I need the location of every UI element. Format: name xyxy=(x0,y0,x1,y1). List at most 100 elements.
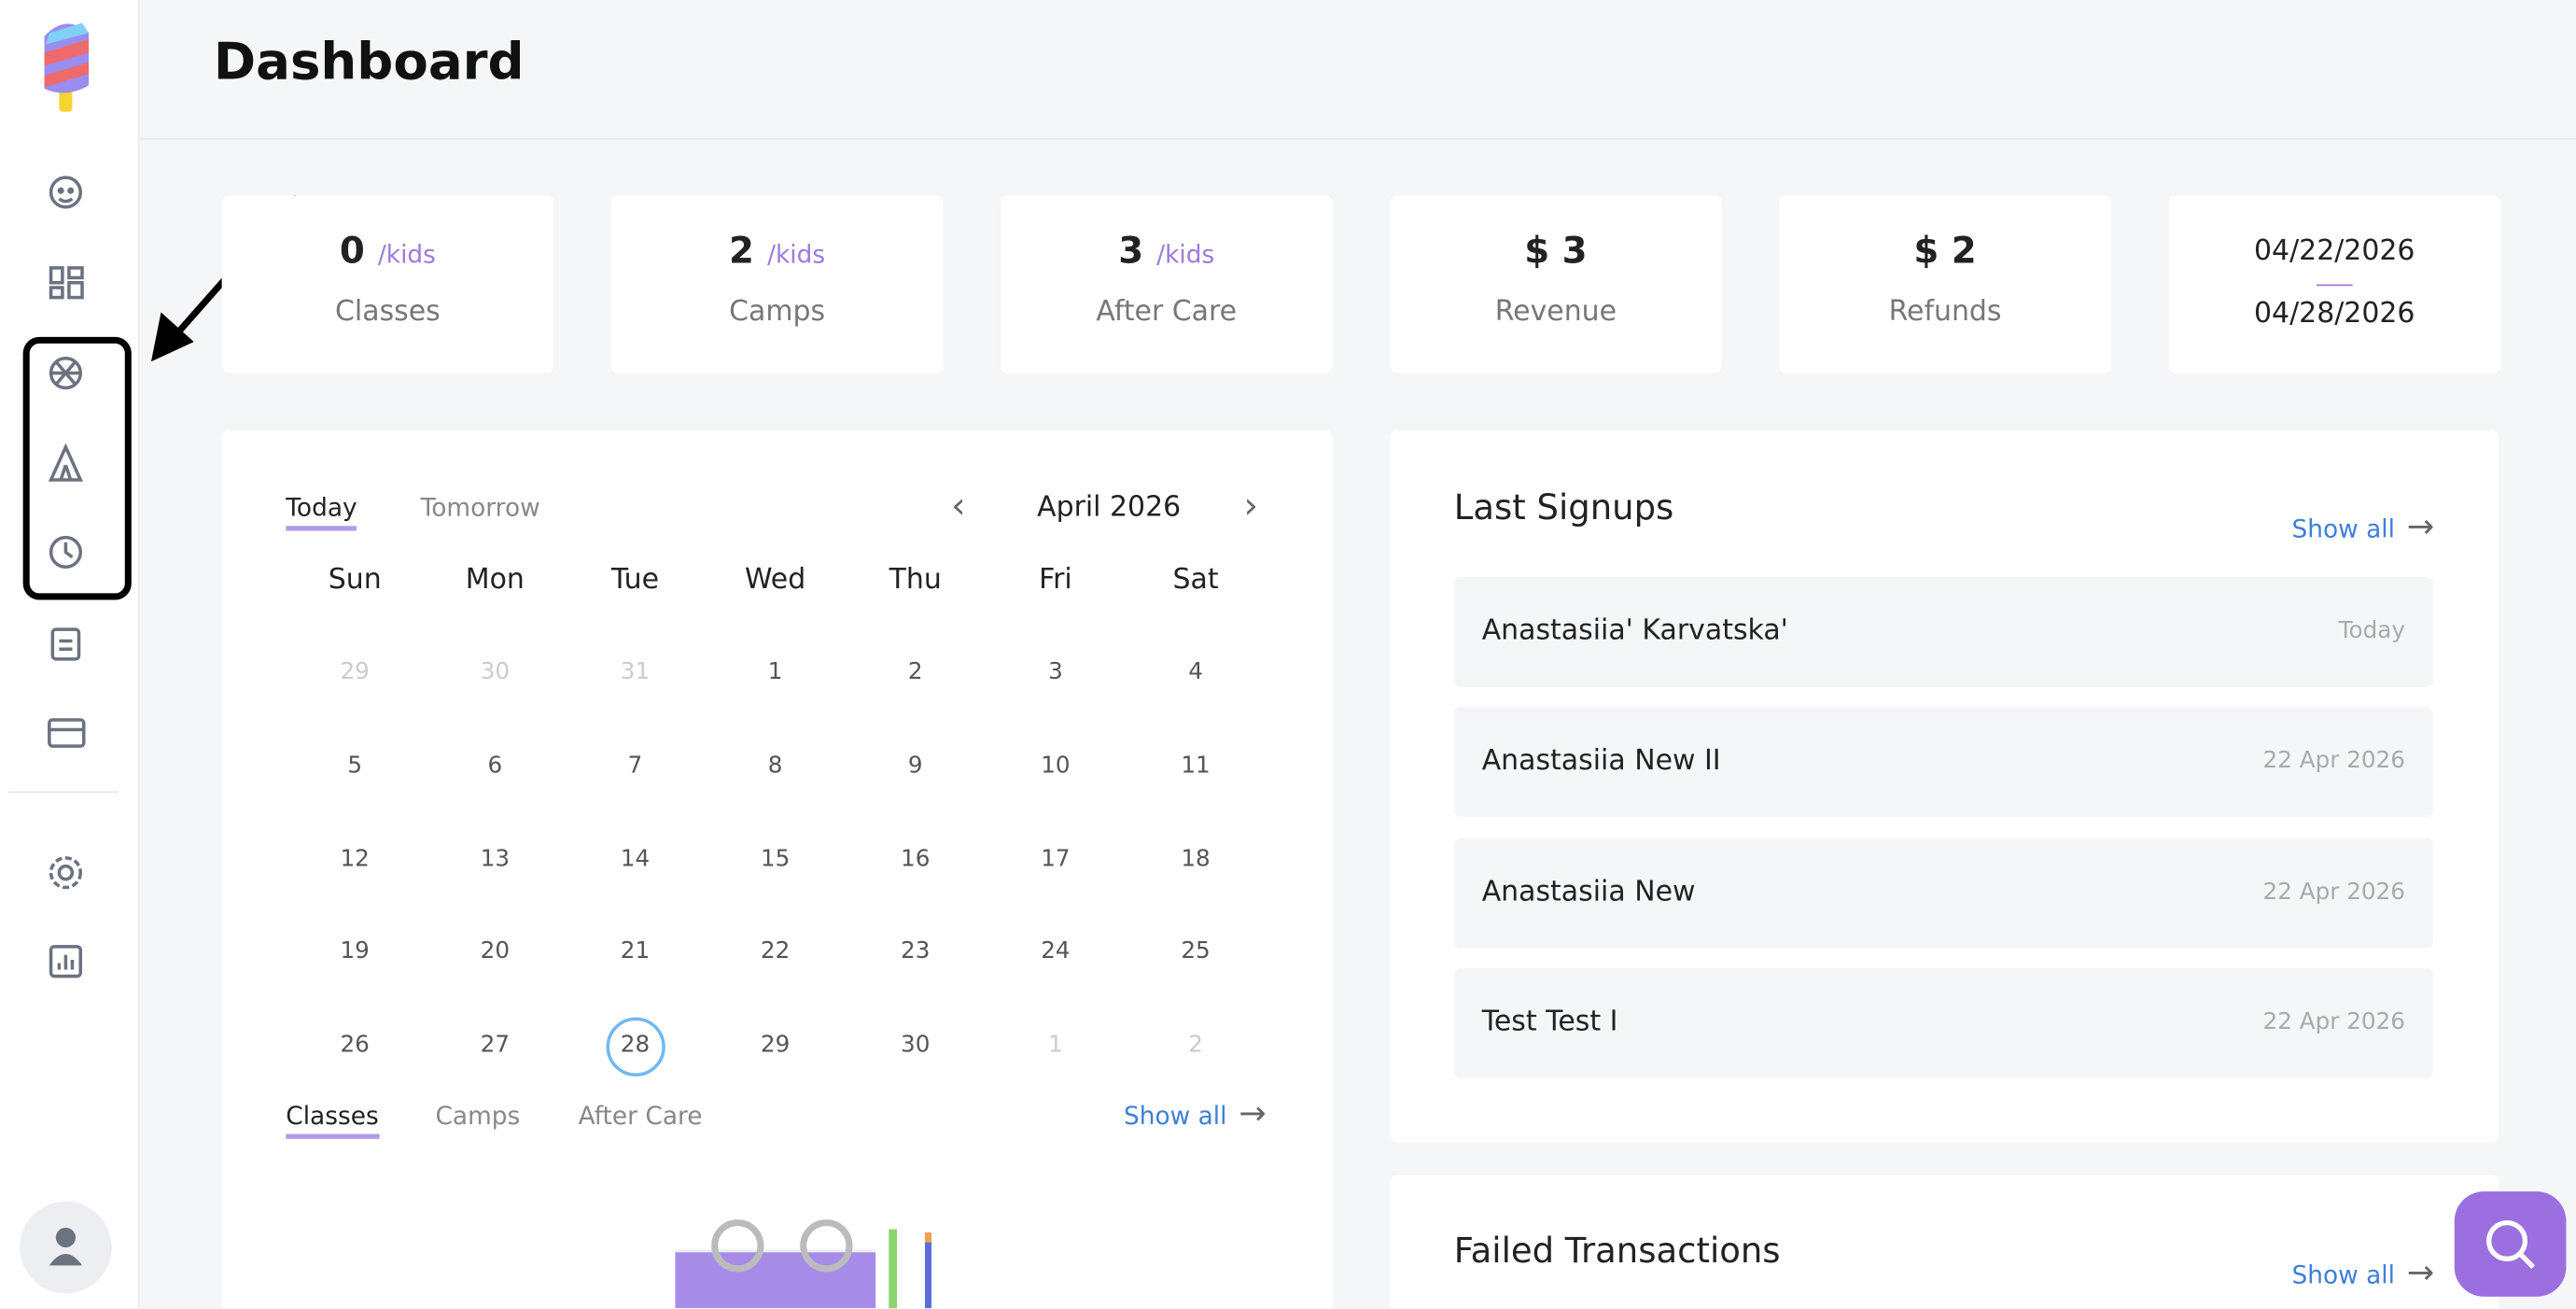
calendar-day[interactable]: 21 xyxy=(620,938,651,965)
sidebar-icons xyxy=(7,22,132,1294)
calendar-day[interactable]: 10 xyxy=(1041,752,1071,779)
stat-card: 2/kids Camps xyxy=(610,195,944,373)
calendar-day[interactable]: 14 xyxy=(620,845,651,872)
calendar-day[interactable]: 29 xyxy=(760,1032,791,1059)
failed-panel: Failed Transactions Show all → xyxy=(1390,1175,2499,1309)
stat-value-row: 0/kids xyxy=(222,232,554,273)
signup-date: 22 Apr 2026 xyxy=(2262,878,2405,906)
signup-row[interactable]: Test Test I 22 Apr 2026 xyxy=(1453,967,2433,1078)
page-title: Dashboard xyxy=(213,33,525,92)
logo xyxy=(44,22,90,112)
stat-value: $ 3 xyxy=(1524,232,1588,274)
calendar-day[interactable]: 15 xyxy=(760,845,791,872)
calendar-day[interactable]: 5 xyxy=(347,752,363,779)
calendar-day[interactable]: 2 xyxy=(907,658,923,686)
calendar-day[interactable]: 3 xyxy=(1048,658,1063,686)
day-tab[interactable]: Tomorrow xyxy=(420,493,540,523)
stat-value: $ 2 xyxy=(1913,232,1977,274)
weekday: Thu xyxy=(889,563,942,597)
list-tab[interactable]: After Care xyxy=(578,1101,703,1132)
show-all-arrow[interactable]: → xyxy=(2406,506,2435,546)
calendar-day[interactable]: 16 xyxy=(901,845,931,872)
stat-card: $ 3 Revenue xyxy=(1390,195,1722,373)
calendar-day[interactable]: 24 xyxy=(1041,938,1071,965)
search-button[interactable] xyxy=(2454,1191,2567,1297)
day-tab[interactable]: Today xyxy=(286,493,357,531)
date-range-card[interactable]: 04/22/2026 04/28/2026 xyxy=(2168,195,2501,373)
calendar-day[interactable]: 28 xyxy=(620,1032,651,1059)
calendar-day[interactable]: 2 xyxy=(1188,1032,1203,1059)
show-all-arrow[interactable]: → xyxy=(1239,1092,1267,1133)
stat-unit: /kids xyxy=(767,239,826,270)
calendar-day[interactable]: 7 xyxy=(627,752,643,779)
signup-date: Today xyxy=(2338,617,2405,644)
calendar-day[interactable]: 23 xyxy=(901,938,931,965)
date-separator xyxy=(2316,284,2353,287)
stat-label: Refunds xyxy=(1888,295,2002,330)
calendar-day[interactable]: 31 xyxy=(620,658,651,686)
calendar-day[interactable]: 12 xyxy=(340,845,370,872)
signup-date: 22 Apr 2026 xyxy=(2262,1008,2405,1035)
month-next[interactable]: › xyxy=(1243,486,1258,528)
weekday: Tue xyxy=(610,563,660,597)
calendar-day[interactable]: 8 xyxy=(767,752,783,779)
calendar-day[interactable]: 30 xyxy=(901,1032,931,1059)
show-all-link[interactable]: Show all xyxy=(2291,514,2395,544)
show-all-link[interactable]: Show all xyxy=(2291,1260,2395,1290)
stat-value-row: $ 2 xyxy=(1779,232,2111,273)
signup-name: Anastasiia New II xyxy=(1481,744,1721,779)
calendar-day[interactable]: 18 xyxy=(1181,845,1211,872)
stat-unit: /kids xyxy=(377,239,436,270)
stat-label: Camps xyxy=(729,295,826,330)
stat-value: 3 xyxy=(1118,232,1144,274)
stat-value-row: 2/kids xyxy=(611,232,944,273)
calendar-day[interactable]: 11 xyxy=(1181,752,1211,779)
show-all-link[interactable]: Show all xyxy=(1123,1101,1227,1132)
weekday: Wed xyxy=(744,563,806,597)
calendar-day[interactable]: 17 xyxy=(1041,845,1071,872)
show-all-arrow[interactable]: → xyxy=(2406,1252,2435,1292)
panel-title: Failed Transactions xyxy=(1453,1231,1781,1271)
signup-date: 22 Apr 2026 xyxy=(2262,748,2405,775)
stat-label: Classes xyxy=(335,295,441,330)
stat-value-row: 3/kids xyxy=(1001,232,1333,273)
calendar-day[interactable]: 4 xyxy=(1188,658,1203,686)
calendar-day[interactable]: 20 xyxy=(480,938,511,965)
calendar-day[interactable]: 27 xyxy=(480,1032,511,1059)
calendar-day[interactable]: 19 xyxy=(340,938,370,965)
calendar-day[interactable]: 30 xyxy=(480,658,511,686)
calendar-day[interactable]: 26 xyxy=(340,1032,370,1059)
stat-label: Revenue xyxy=(1494,295,1617,330)
stat-card: 3/kids After Care xyxy=(1000,195,1333,373)
stat-value: 2 xyxy=(729,232,754,274)
calendar-day[interactable]: 29 xyxy=(340,658,370,686)
calendar-day[interactable]: 6 xyxy=(487,752,503,779)
signup-name: Anastasiia' Karvatska' xyxy=(1481,614,1788,648)
stat-value: 0 xyxy=(339,232,365,274)
calendar-day[interactable]: 22 xyxy=(760,938,791,965)
nav-icons[interactable] xyxy=(48,176,86,978)
calendar-day[interactable]: 9 xyxy=(907,752,923,779)
calendar-day[interactable]: 1 xyxy=(767,658,783,686)
weekday: Sat xyxy=(1172,563,1219,597)
stat-card: $ 2 Refunds xyxy=(1779,195,2111,373)
stat-label: After Care xyxy=(1096,295,1238,330)
stat-unit: /kids xyxy=(1156,239,1215,270)
signup-row[interactable]: Anastasiia New 22 Apr 2026 xyxy=(1453,837,2433,948)
date-to: 04/28/2026 xyxy=(2253,297,2415,331)
calendar-day[interactable]: 13 xyxy=(480,845,511,872)
signup-row[interactable]: Anastasiia' Karvatska' Today xyxy=(1453,576,2433,687)
list-tab[interactable]: Classes xyxy=(286,1101,379,1139)
weekday: Sun xyxy=(328,563,382,597)
list-tab[interactable]: Camps xyxy=(435,1101,521,1132)
signup-name: Anastasiia New xyxy=(1481,875,1696,908)
stat-card: 0/kids Classes xyxy=(221,195,554,373)
date-from: 04/22/2026 xyxy=(2253,234,2415,268)
sidebar xyxy=(0,0,140,1309)
month-prev[interactable]: ‹ xyxy=(951,486,966,528)
signup-row[interactable]: Anastasiia New II 22 Apr 2026 xyxy=(1453,707,2433,818)
calendar-day[interactable]: 25 xyxy=(1181,938,1211,965)
month-label: April 2026 xyxy=(1037,491,1182,525)
calendar-day[interactable]: 1 xyxy=(1048,1032,1063,1059)
